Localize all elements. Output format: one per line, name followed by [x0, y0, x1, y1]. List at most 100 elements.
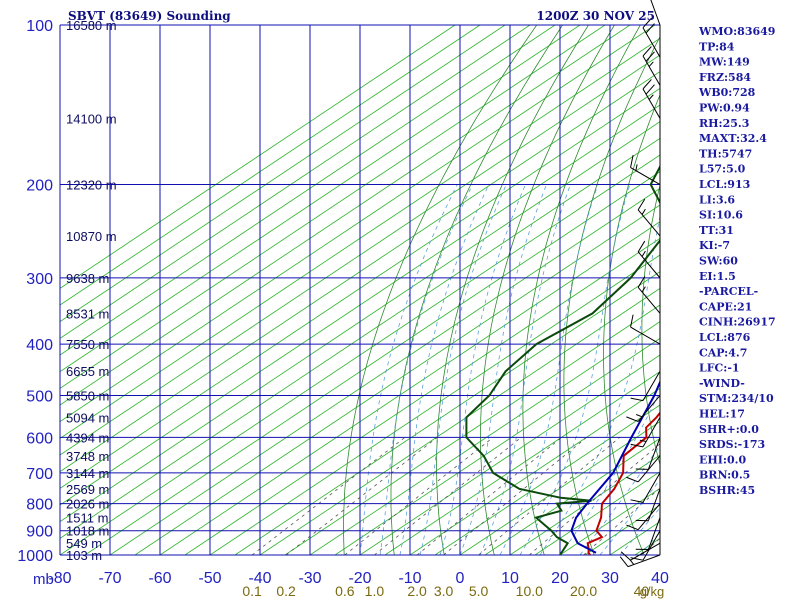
- isotherm-line: [60, 87, 660, 489]
- index-item: WB0:728: [698, 86, 756, 99]
- mixing-ratio-label: 3.0: [434, 583, 454, 599]
- y-tick-label: 100: [26, 18, 53, 35]
- isotherm-line: [60, 104, 660, 506]
- mixing-ratio-label: 40: [634, 583, 650, 599]
- isotherm-line: [60, 25, 581, 373]
- isotherm-line: [60, 25, 481, 306]
- isotherm-line: [60, 71, 660, 473]
- barb-shaft: [627, 554, 661, 568]
- mixing-ratio-label: 0.2: [276, 583, 296, 599]
- barb-shaft: [642, 88, 661, 119]
- x-tick-label: 10: [501, 570, 519, 587]
- isotherm-line: [534, 471, 660, 555]
- y-tick-label: 300: [26, 271, 53, 288]
- barb-shaft: [642, 530, 661, 561]
- height-label: 8531 m: [66, 306, 109, 321]
- index-item: SRDS:-173: [699, 438, 765, 451]
- barb-flag: [642, 17, 652, 29]
- y-tick-label: 1000: [17, 548, 53, 565]
- wind-barb: [642, 79, 661, 119]
- wind-barb: [630, 472, 661, 503]
- mixing-ratio-line: [443, 437, 587, 555]
- index-item: TH:5747: [699, 147, 752, 160]
- barb-flag: [642, 46, 652, 57]
- height-label: 3144 m: [66, 466, 109, 481]
- moist-adiabat-line: [599, 479, 660, 555]
- barb-flag: [645, 51, 655, 62]
- wind-barb: [619, 554, 661, 568]
- x-tick-label: -60: [148, 570, 171, 587]
- dry-adiabat-line: [390, 25, 563, 555]
- isotherm-line: [60, 54, 660, 456]
- wind-barb: [642, 46, 661, 86]
- mixing-ratio-unit: g/kg: [640, 584, 665, 599]
- x-tick-label: -30: [298, 570, 321, 587]
- index-item: STM:234/10: [699, 392, 774, 405]
- barb-flag: [637, 240, 646, 253]
- barb-flag: [626, 476, 639, 483]
- isotherm-line: [60, 137, 660, 539]
- wind-barb: [630, 155, 661, 185]
- isotherm-line: [60, 37, 660, 439]
- index-item: CINH:26917: [699, 316, 776, 329]
- wind-barb: [635, 488, 661, 522]
- dry-adiabat-line: [641, 183, 660, 466]
- x-tick-label: -80: [48, 570, 71, 587]
- wind-barb: [630, 370, 661, 402]
- index-item: SI:10.6: [699, 209, 743, 222]
- height-label: 10870 m: [66, 229, 117, 244]
- moist-adiabat-line: [579, 444, 660, 555]
- wind-barb: [637, 240, 661, 279]
- dry-adiabat-line: [784, 25, 800, 566]
- y-tick-label: 900: [26, 524, 53, 541]
- barb-shaft: [637, 209, 661, 237]
- y-tick-label: 700: [26, 466, 53, 483]
- mixing-ratio-line: [344, 437, 494, 555]
- barb-half: [629, 559, 635, 565]
- y-tick-label: 400: [26, 337, 53, 354]
- barb-flag: [619, 556, 629, 567]
- height-label: 1018 m: [66, 524, 109, 539]
- isotherm-line: [184, 237, 660, 555]
- isotherm-line: [509, 454, 660, 555]
- index-item: -WIND-: [699, 377, 745, 390]
- index-item: RH:25.3: [699, 117, 749, 130]
- chart-title: SBVT (83649) Sounding: [68, 9, 231, 23]
- wind-barb: [642, 17, 661, 58]
- barb-half: [636, 414, 643, 418]
- y-tick-label: 600: [26, 430, 53, 447]
- barb-half: [635, 164, 638, 171]
- barb-half: [648, 94, 654, 100]
- moist-adiabat-line: [379, 184, 473, 555]
- y-axis-unit: mb: [33, 571, 54, 588]
- barb-flag: [626, 524, 639, 531]
- wind-barb: [635, 437, 661, 470]
- wind-barb: [626, 503, 661, 531]
- isotherm-line: [109, 187, 660, 555]
- dry-adiabat-line: [343, 25, 538, 555]
- barb-shaft: [630, 542, 661, 561]
- barb-half: [641, 250, 646, 257]
- index-item: SHR+:0.0: [699, 423, 759, 436]
- y-tick-label: 200: [26, 178, 53, 195]
- isotherm-line: [384, 371, 660, 555]
- indices-panel: WMO:83649 TP:84 MW:149 FRZ:584 WB0:728 PW:0.9…: [698, 25, 776, 497]
- wind-barb: [637, 276, 661, 314]
- mixing-ratio-line: [641, 537, 660, 555]
- wind-barb: [650, 0, 661, 26]
- height-label: 2026 m: [66, 497, 109, 512]
- x-tick-label: 40: [651, 570, 669, 587]
- barb-flag: [630, 499, 644, 503]
- height-label: 2569 m: [66, 482, 109, 497]
- index-item: TP:84: [699, 40, 735, 53]
- temperature-trace: [586, 411, 660, 555]
- x-tick-label: 0: [456, 570, 465, 587]
- barb-flag: [642, 79, 652, 90]
- barb-flag: [637, 276, 646, 288]
- index-item: KI:-7: [699, 239, 730, 252]
- height-label: 5094 m: [66, 410, 109, 425]
- isotherm-line: [134, 204, 660, 555]
- x-tick-label: -50: [198, 570, 221, 587]
- moist-adiabat-line: [459, 184, 547, 555]
- index-item: EHI:0.0: [699, 453, 746, 466]
